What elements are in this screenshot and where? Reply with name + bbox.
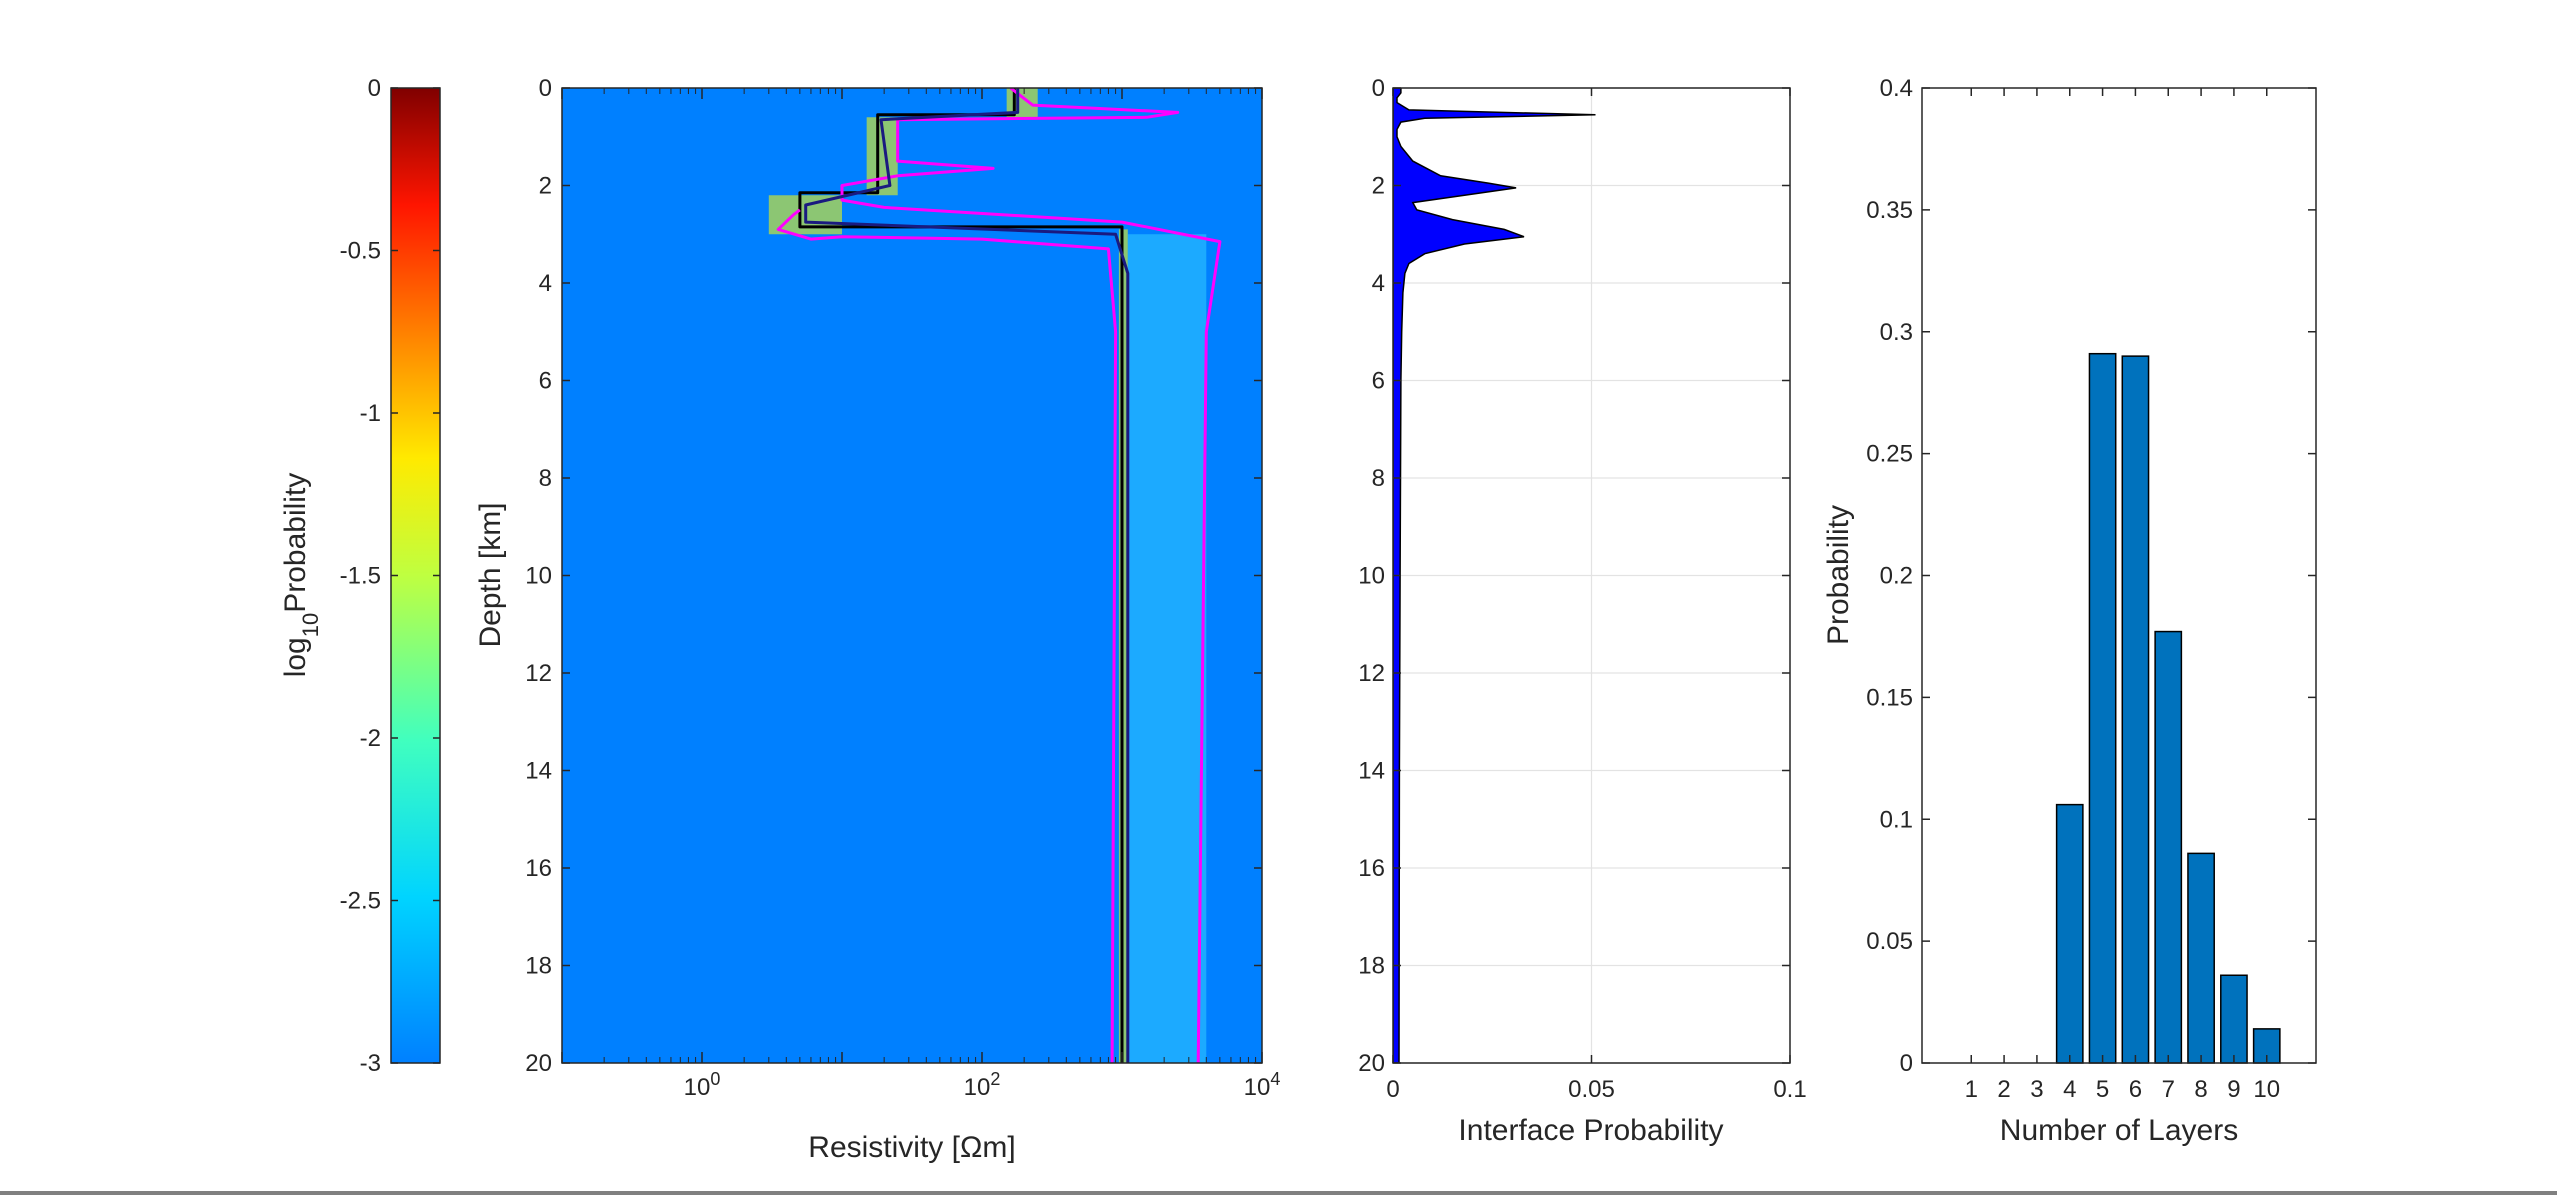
layers-bars — [2055, 352, 2281, 1064]
colorbar: 0 -0.5 -1 -1.5 -2 -2.5 -3 log10Probability — [279, 75, 441, 1077]
layers-ticks: 1 2 3 4 5 6 7 8 9 10 0 0.05 0.1 0.15 0.2 0.25 0.3 0.35 0.4 — [1866, 75, 2316, 1103]
layers-x-tick-label: 1 — [1965, 1076, 1978, 1103]
interface-y-tick-label: 10 — [1358, 563, 1385, 590]
layers-x-tick-label: 5 — [2096, 1076, 2109, 1103]
resistivity-ylabel: Depth [km] — [474, 502, 507, 647]
layers-xlabel: Number of Layers — [2000, 1114, 2238, 1147]
layers-panel: 1 2 3 4 5 6 7 8 9 10 0 0.05 0.1 0.15 0.2 0.25 0.3 0.35 0.4… — [1822, 75, 2317, 1147]
interface-y-tick-label: 14 — [1358, 758, 1385, 785]
resistivity-y-tick-label: 14 — [525, 758, 552, 785]
interface-x-tick-label: 0.05 — [1568, 1076, 1615, 1103]
interface-y-tick-label: 6 — [1372, 368, 1385, 395]
resistivity-y-tick-label: 18 — [525, 953, 552, 980]
resistivity-y-tick-label: 20 — [525, 1050, 552, 1077]
layers-bar — [2055, 803, 2084, 1064]
layers-x-tick-label: 6 — [2129, 1076, 2142, 1103]
colorbar-tick-label: -3 — [360, 1050, 381, 1077]
colorbar-label: log10Probability — [279, 473, 323, 678]
resistivity-profile-line — [776, 208, 1118, 1063]
resistivity-panel: 100 102 104 0 2 4 6 8 10 12 14 16 18 20 Resistivity [… — [474, 75, 1280, 1164]
layers-x-tick-label: 8 — [2194, 1076, 2207, 1103]
interface-y-tick-label: 4 — [1372, 270, 1385, 297]
interface-probability-area — [1393, 88, 1596, 1063]
interface-x-tick-label: 0.1 — [1773, 1076, 1806, 1103]
colorbar-tick-label: -1 — [360, 400, 381, 427]
colorbar-tick-label: -2 — [360, 725, 381, 752]
colorbar-tick-label: -1.5 — [340, 563, 381, 590]
layers-x-tick-label: 3 — [2030, 1076, 2043, 1103]
interface-y-tick-label: 12 — [1358, 660, 1385, 687]
resistivity-x-tick-label: 104 — [1244, 1069, 1281, 1101]
layers-y-tick-label: 0.2 — [1880, 563, 1913, 590]
layers-y-tick-label: 0.35 — [1866, 197, 1913, 224]
interface-y-tick-label: 20 — [1358, 1050, 1385, 1077]
resistivity-y-tick-label: 10 — [525, 563, 552, 590]
interface-y-tick-label: 0 — [1372, 75, 1385, 102]
colorbar-gradient — [391, 88, 440, 1063]
layers-x-tick-label: 4 — [2063, 1076, 2076, 1103]
layers-ylabel: Probability — [1822, 505, 1855, 645]
resistivity-profiles — [776, 88, 1222, 1063]
layers-y-tick-label: 0.25 — [1866, 441, 1913, 468]
layers-bar — [2220, 974, 2248, 1064]
layers-y-tick-label: 0.05 — [1866, 928, 1913, 955]
layers-bar — [2187, 852, 2215, 1064]
resistivity-y-tick-label: 0 — [539, 75, 552, 102]
layers-y-tick-label: 0.3 — [1880, 319, 1913, 346]
interface-y-tick-label: 16 — [1358, 855, 1385, 882]
layers-bar — [2088, 352, 2117, 1064]
layers-x-tick-label: 9 — [2227, 1076, 2240, 1103]
layers-bar — [2154, 630, 2183, 1064]
interface-y-tick-label: 18 — [1358, 953, 1385, 980]
layers-y-tick-label: 0.1 — [1880, 806, 1913, 833]
resistivity-x-tick-label: 100 — [684, 1069, 721, 1101]
resistivity-y-tick-label: 12 — [525, 660, 552, 687]
layers-x-tick-label: 2 — [1997, 1076, 2010, 1103]
resistivity-profile-line — [804, 88, 1130, 1063]
interface-xlabel: Interface Probability — [1458, 1114, 1723, 1147]
layers-y-tick-label: 0 — [1900, 1050, 1913, 1077]
resistivity-x-tick-label: 102 — [964, 1069, 1001, 1101]
layers-background — [1922, 88, 2316, 1063]
colorbar-tick-label: -0.5 — [340, 238, 381, 265]
colorbar-tick-label: 0 — [368, 75, 381, 102]
resistivity-y-tick-label: 16 — [525, 855, 552, 882]
layers-x-tick-label: 10 — [2253, 1076, 2280, 1103]
layers-x-tick-label: 7 — [2162, 1076, 2175, 1103]
resistivity-profile-line — [840, 88, 1222, 1063]
layers-y-tick-label: 0.4 — [1880, 75, 1913, 102]
window-bottom-border — [0, 1191, 2557, 1195]
layers-bar — [2121, 355, 2150, 1064]
resistivity-xlabel: Resistivity [Ωm] — [808, 1131, 1015, 1164]
heatmap-high-density-zone — [1127, 234, 1207, 1063]
resistivity-ticks: 100 102 104 0 2 4 6 8 10 12 14 16 18 20 — [525, 75, 1280, 1101]
resistivity-y-tick-label: 6 — [539, 368, 552, 395]
colorbar-ticks: 0 -0.5 -1 -1.5 -2 -2.5 -3 — [340, 75, 440, 1077]
layers-y-tick-label: 0.15 — [1866, 684, 1913, 711]
resistivity-y-tick-label: 4 — [539, 270, 552, 297]
resistivity-y-tick-label: 2 — [539, 173, 552, 200]
interface-y-tick-label: 8 — [1372, 465, 1385, 492]
interface-x-tick-label: 0 — [1386, 1076, 1399, 1103]
resistivity-y-tick-label: 8 — [539, 465, 552, 492]
colorbar-tick-label: -2.5 — [340, 888, 381, 915]
interface-y-tick-label: 2 — [1372, 173, 1385, 200]
